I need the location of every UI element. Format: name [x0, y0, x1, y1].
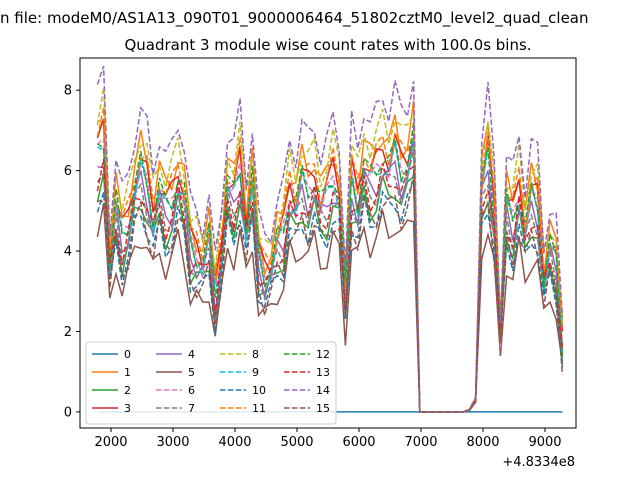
series-layer — [96, 65, 564, 413]
series-line-14 — [96, 65, 564, 413]
legend-label-9: 9 — [252, 366, 259, 379]
x-tick-label: 7000 — [404, 435, 437, 450]
legend-label-14: 14 — [316, 384, 330, 397]
legend-label-5: 5 — [188, 366, 195, 379]
x-tick-label: 4000 — [218, 435, 251, 450]
y-tick-label: 4 — [64, 245, 72, 260]
legend-label-13: 13 — [316, 366, 330, 379]
series-line-10 — [96, 182, 564, 413]
legend-label-4: 4 — [188, 348, 195, 361]
series-line-8 — [96, 87, 564, 413]
figure-suptitle: n file: modeM0/AS1A13_090T01_9000006464_… — [0, 9, 589, 28]
legend-label-3: 3 — [124, 402, 131, 415]
x-tick-label: 8000 — [466, 435, 499, 450]
x-tick-label: 9000 — [528, 435, 561, 450]
series-line-7 — [96, 150, 564, 413]
x-tick-label: 5000 — [280, 435, 313, 450]
y-tick-label: 6 — [64, 164, 72, 179]
x-axis: 2000 3000 4000 5000 6000 7000 8000 9000 — [94, 428, 562, 450]
series-line-13 — [96, 159, 564, 413]
series-line-15 — [97, 173, 564, 413]
x-tick-label: 2000 — [94, 435, 127, 450]
legend-box — [85, 341, 337, 425]
legend-label-8: 8 — [252, 348, 259, 361]
legend-label-7: 7 — [188, 402, 195, 415]
chart-title: Quadrant 3 module wise count rates with … — [124, 36, 531, 54]
y-axis: 0 2 4 6 8 — [64, 84, 80, 420]
legend-label-11: 11 — [252, 402, 266, 415]
y-tick-label: 0 — [64, 405, 72, 420]
x-tick-label: 3000 — [156, 435, 189, 450]
series-line-9 — [97, 136, 564, 413]
y-tick-label: 2 — [64, 325, 72, 340]
legend-label-1: 1 — [124, 366, 131, 379]
series-line-12 — [96, 122, 564, 413]
legend-label-12: 12 — [316, 348, 330, 361]
series-line-4 — [97, 139, 564, 413]
y-tick-label: 8 — [64, 84, 72, 99]
series-line-5 — [96, 203, 564, 413]
legend-label-10: 10 — [252, 384, 266, 397]
legend-label-15: 15 — [316, 402, 330, 415]
series-line-11 — [96, 107, 564, 413]
legend-label-0: 0 — [124, 348, 131, 361]
x-tick-label: 6000 — [342, 435, 375, 450]
legend-label-6: 6 — [188, 384, 195, 397]
x-offset-label: +4.8334e8 — [502, 455, 575, 470]
legend-label-2: 2 — [124, 384, 131, 397]
